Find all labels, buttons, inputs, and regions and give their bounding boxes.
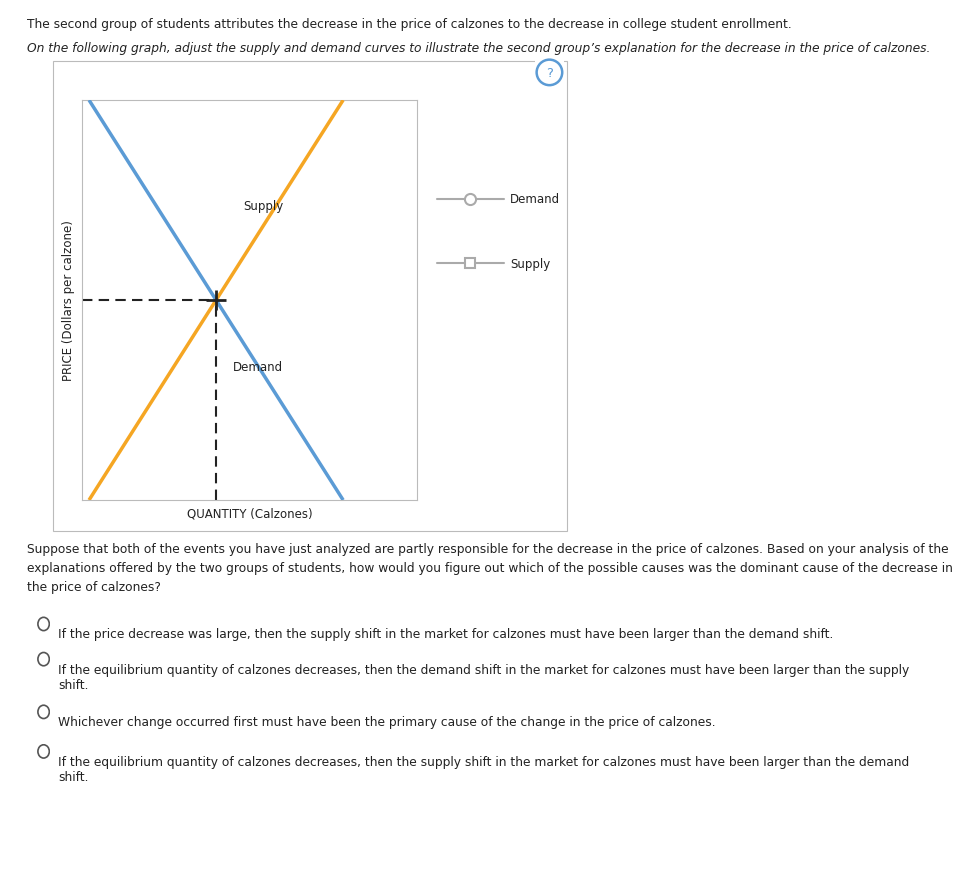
Text: On the following graph, adjust the supply and demand curves to illustrate the se: On the following graph, adjust the suppl… bbox=[27, 42, 930, 55]
Text: Supply: Supply bbox=[243, 200, 283, 212]
Text: The second group of students attributes the decrease in the price of calzones to: The second group of students attributes … bbox=[27, 18, 792, 31]
Text: If the equilibrium quantity of calzones decreases, then the supply shift in the : If the equilibrium quantity of calzones … bbox=[58, 755, 909, 783]
Y-axis label: PRICE (Dollars per calzone): PRICE (Dollars per calzone) bbox=[62, 220, 76, 381]
X-axis label: QUANTITY (Calzones): QUANTITY (Calzones) bbox=[187, 507, 312, 521]
Text: Demand: Demand bbox=[510, 193, 560, 206]
Text: Demand: Demand bbox=[233, 361, 283, 374]
Text: If the equilibrium quantity of calzones decreases, then the demand shift in the : If the equilibrium quantity of calzones … bbox=[58, 663, 909, 691]
Text: ?: ? bbox=[546, 68, 553, 81]
Text: Whichever change occurred first must have been the primary cause of the change i: Whichever change occurred first must hav… bbox=[58, 716, 716, 729]
Text: If the price decrease was large, then the supply shift in the market for calzone: If the price decrease was large, then th… bbox=[58, 628, 833, 641]
Text: Suppose that both of the events you have just analyzed are partly responsible fo: Suppose that both of the events you have… bbox=[27, 543, 953, 594]
Text: Supply: Supply bbox=[510, 257, 550, 270]
